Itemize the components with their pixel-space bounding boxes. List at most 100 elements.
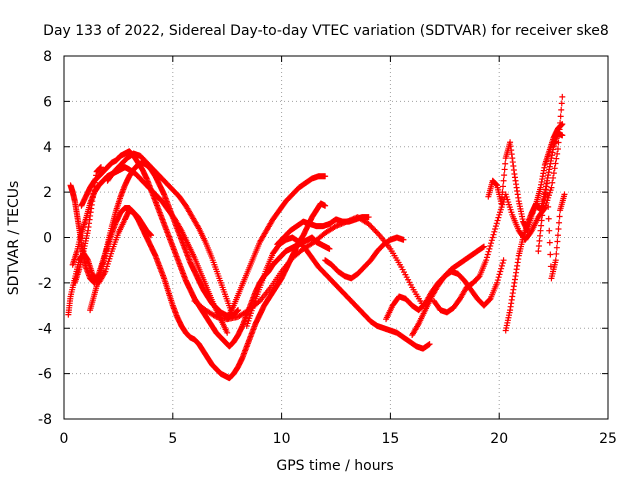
data-point xyxy=(484,251,491,258)
data-point xyxy=(498,262,505,269)
x-tick-label: 0 xyxy=(60,431,69,447)
series-track-18 xyxy=(274,214,372,248)
y-tick-label: 6 xyxy=(43,94,52,110)
data-point xyxy=(496,271,503,278)
data-point xyxy=(561,191,568,198)
data-point xyxy=(544,191,551,198)
data-point xyxy=(493,220,500,227)
data-point xyxy=(546,227,553,234)
data-point xyxy=(545,215,552,222)
data-point xyxy=(486,245,493,252)
x-tick-label: 20 xyxy=(490,431,508,447)
series-track-17 xyxy=(71,164,104,286)
data-point xyxy=(538,222,545,229)
data-point xyxy=(483,254,490,261)
data-point xyxy=(537,232,543,239)
data-point xyxy=(502,160,509,167)
data-point xyxy=(494,279,501,286)
data-point xyxy=(97,164,104,171)
data-point xyxy=(549,179,556,186)
series-track-14 xyxy=(502,121,566,334)
data-point xyxy=(488,237,495,244)
data-point xyxy=(495,214,502,221)
data-point xyxy=(559,93,566,100)
data-point xyxy=(491,228,498,235)
data-point xyxy=(539,212,546,219)
y-tick-label: 0 xyxy=(43,231,52,247)
data-point xyxy=(365,214,372,221)
data-point xyxy=(326,245,333,252)
data-point xyxy=(224,329,231,336)
y-axis-label: SDTVAR / TECUs xyxy=(6,181,22,296)
data-point xyxy=(322,173,329,180)
series-track-5 xyxy=(104,150,235,316)
data-point xyxy=(490,231,497,238)
x-tick-label: 5 xyxy=(168,431,177,447)
x-axis-label: GPS time / hours xyxy=(276,458,393,474)
data-point xyxy=(536,237,543,244)
data-point xyxy=(547,251,554,258)
data-point xyxy=(556,219,563,226)
data-point xyxy=(500,177,507,184)
data-point xyxy=(500,257,507,264)
data-point xyxy=(498,265,505,272)
data-point xyxy=(487,243,494,250)
data-point xyxy=(553,250,560,257)
data-point xyxy=(554,232,561,239)
data-point xyxy=(550,170,557,177)
data-point xyxy=(552,160,559,167)
data-point xyxy=(148,232,155,239)
series-track-9 xyxy=(322,234,407,282)
x-tick-label: 15 xyxy=(381,431,399,447)
data-point xyxy=(498,200,505,207)
series-track-15 xyxy=(535,180,568,282)
data-point xyxy=(538,217,545,224)
data-point xyxy=(544,180,551,187)
y-tick-label: -8 xyxy=(38,412,52,428)
data-point xyxy=(545,203,552,210)
data-point xyxy=(488,240,495,247)
data-point xyxy=(554,150,561,157)
data-point xyxy=(501,172,508,179)
data-point xyxy=(489,234,496,241)
y-tick-label: -4 xyxy=(38,321,52,337)
data-point xyxy=(548,184,555,191)
data-point xyxy=(485,248,492,255)
data-point xyxy=(492,223,499,230)
data-point xyxy=(552,257,559,264)
data-points xyxy=(65,93,568,382)
data-point xyxy=(557,113,564,120)
y-tick-label: -6 xyxy=(38,367,52,383)
data-point xyxy=(558,106,565,113)
data-point xyxy=(499,189,506,196)
series-track-8 xyxy=(224,173,329,323)
data-point xyxy=(535,248,542,255)
x-tick-label: 10 xyxy=(273,431,291,447)
data-point xyxy=(426,341,433,348)
y-tick-label: 8 xyxy=(43,49,52,65)
data-point xyxy=(400,236,407,243)
data-point xyxy=(501,166,508,173)
data-point xyxy=(492,225,499,232)
data-point xyxy=(495,274,502,281)
data-point xyxy=(235,307,242,314)
data-point xyxy=(554,238,561,245)
data-point xyxy=(546,239,553,246)
data-point xyxy=(556,213,563,220)
data-point xyxy=(494,277,501,284)
data-point xyxy=(550,174,557,181)
chart-title: Day 133 of 2022, Sidereal Day-to-day VTE… xyxy=(43,23,609,39)
data-point xyxy=(537,227,544,234)
data-point xyxy=(494,217,501,224)
data-point xyxy=(559,121,566,128)
data-point xyxy=(553,244,560,251)
axis-ticks: 0 5 10 15 20 25 -8 -6 -4 -2 0 2 4 6 8 xyxy=(38,49,617,447)
data-point xyxy=(500,183,507,190)
x-tick-label: 25 xyxy=(599,431,617,447)
data-point xyxy=(498,194,505,201)
data-point xyxy=(322,202,329,209)
data-point xyxy=(559,132,566,139)
y-tick-label: 2 xyxy=(43,185,52,201)
data-point xyxy=(480,243,487,250)
